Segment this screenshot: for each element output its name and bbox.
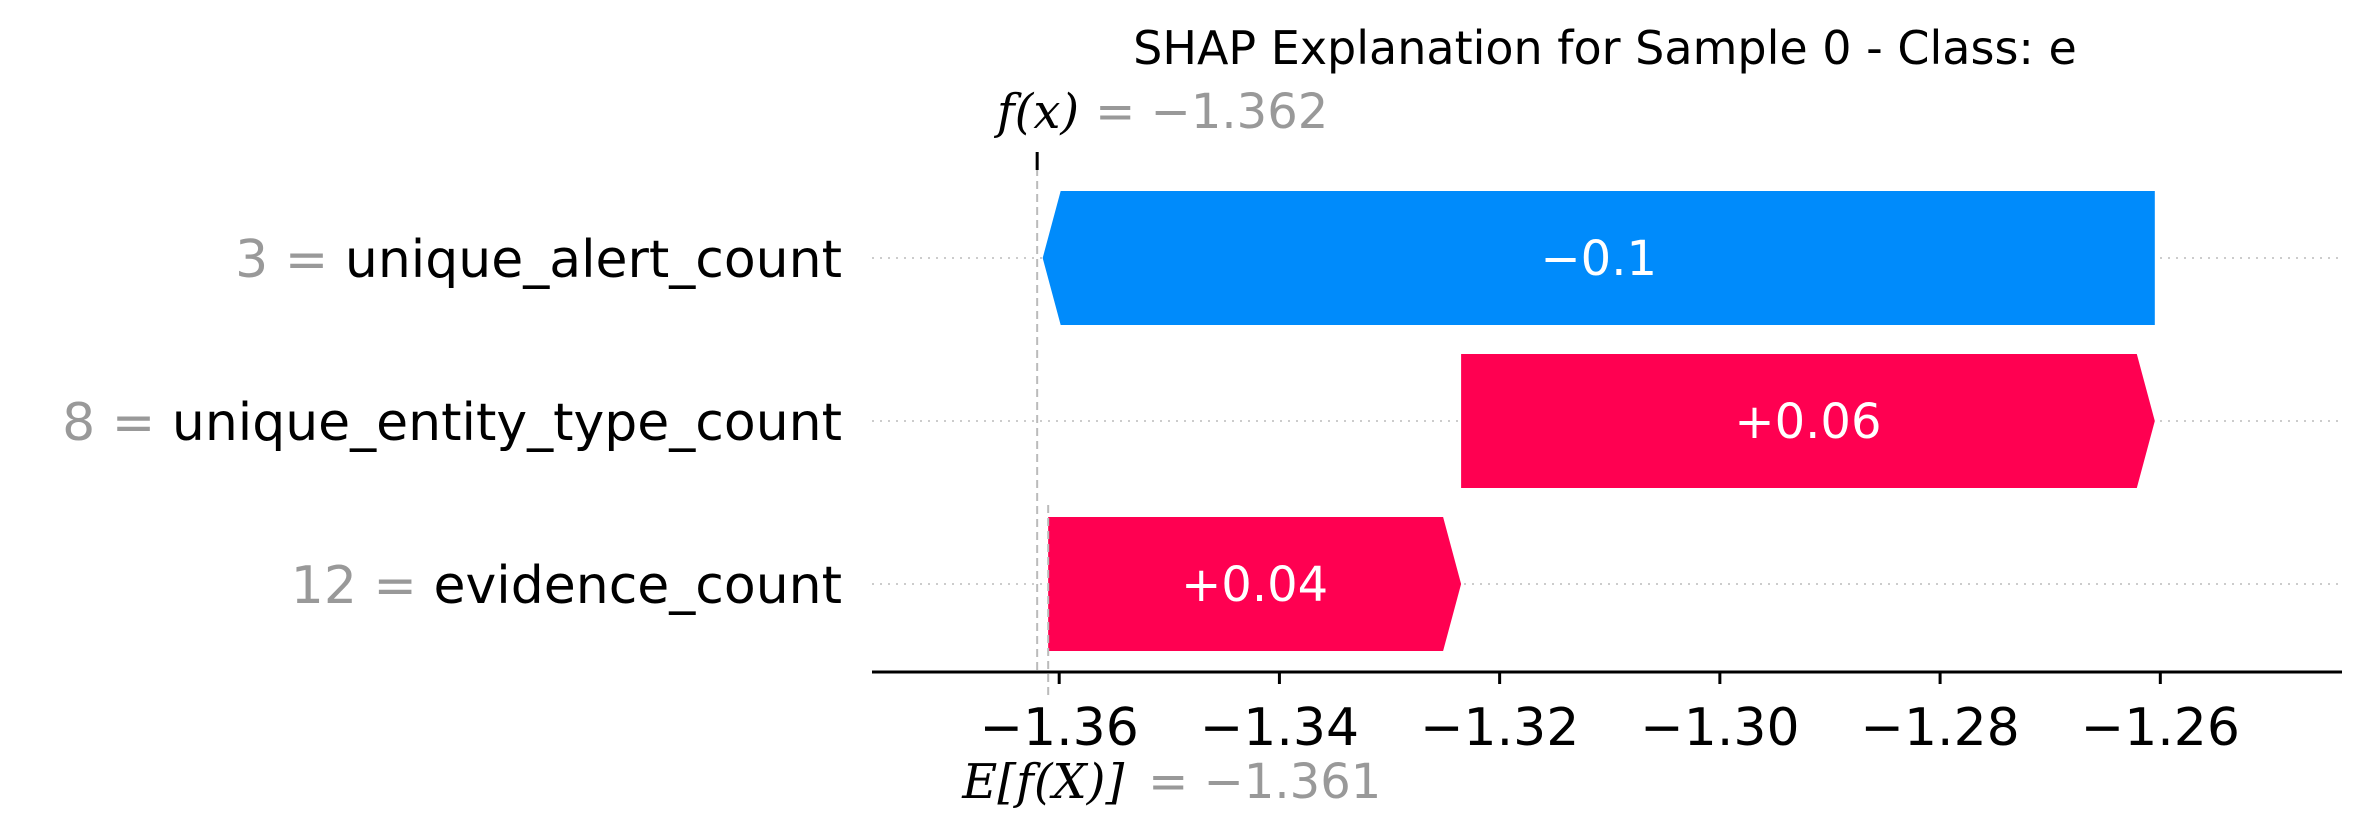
x-tick-label: −1.34 — [1200, 698, 1359, 758]
feature-label: 12 = evidence_count — [291, 556, 842, 616]
shap-bar — [1042, 191, 2155, 325]
bar-value-label: +0.06 — [1734, 394, 1881, 450]
bar-value-label: −0.1 — [1540, 231, 1657, 287]
feature-name: unique_alert_count — [345, 230, 842, 290]
fx-label: f(x) — [994, 84, 1079, 140]
shap-bar — [1461, 354, 2155, 488]
feature-value: 8 = — [62, 393, 172, 453]
feature-name: unique_entity_type_count — [172, 393, 842, 453]
x-tick-label: −1.30 — [1640, 698, 1799, 758]
base-value: = −1.361 — [1148, 754, 1381, 810]
bars: −0.1 +0.06 +0.04 — [1042, 191, 2155, 651]
base-value-label: E[f(X)] — [961, 754, 1124, 810]
feature-label: 3 = unique_alert_count — [235, 230, 842, 290]
shap-bar — [1048, 517, 1462, 651]
x-tick-label: −1.26 — [2081, 698, 2240, 758]
feature-name: evidence_count — [434, 556, 842, 616]
x-tick-label: −1.32 — [1420, 698, 1579, 758]
x-axis-ticks: −1.36 −1.34 −1.32 −1.30 −1.28 −1.26 — [980, 672, 2240, 758]
feature-value: 12 = — [291, 556, 434, 616]
feature-labels: 3 = unique_alert_count 8 = unique_entity_… — [62, 230, 842, 616]
fx-value: = −1.362 — [1095, 84, 1328, 140]
x-tick-label: −1.36 — [980, 698, 1139, 758]
x-tick-label: −1.28 — [1860, 698, 2019, 758]
chart-title: SHAP Explanation for Sample 0 - Class: e — [1133, 21, 2077, 75]
feature-value: 3 = — [235, 230, 345, 290]
bar-value-label: +0.04 — [1181, 557, 1328, 613]
feature-label: 8 = unique_entity_type_count — [62, 393, 842, 453]
